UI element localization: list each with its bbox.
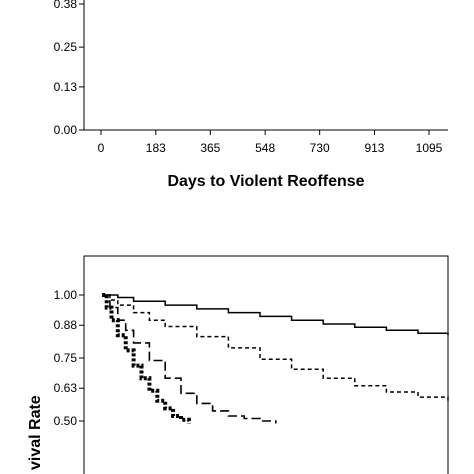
top-x-tick-label: 365 (200, 141, 220, 155)
bottom-y-tick-label: 0.88 (54, 318, 78, 332)
top-x-tick-label: 730 (310, 141, 330, 155)
top-x-tick-label: 1095 (416, 141, 443, 155)
top-x-tick-label: 0 (98, 141, 105, 155)
top-y-tick-label: 0.13 (54, 80, 78, 94)
top-x-tick-label: 913 (364, 141, 384, 155)
top-x-axis-title: Days to Violent Reoffense (167, 173, 364, 190)
bottom-plot-frame (83, 255, 449, 474)
bottom-y-axis-title: vival Rate (27, 395, 44, 470)
bottom-y-tick-label: 0.75 (54, 351, 78, 365)
bottom-y-tick-label: 1.00 (54, 288, 78, 302)
top-y-tick-label: 0.38 (54, 0, 78, 11)
top-y-tick-label: 0.00 (54, 123, 78, 137)
survival-line-solid (102, 294, 449, 336)
top-chart: 0.38 0.25 0.13 0.00 0 183 365 548 730 913 1095 Da… (54, 0, 448, 190)
bottom-y-tick-label: 0.63 (54, 381, 78, 395)
survival-line-short-dash (102, 294, 449, 401)
top-y-tick-label: 0.25 (54, 40, 78, 54)
survival-line-thick-dotted (102, 293, 191, 424)
survival-line-long-dash (102, 294, 277, 424)
top-x-tick-label: 183 (146, 141, 166, 155)
bottom-chart: 1.00 0.88 0.75 0.63 0.50 vival Rate (27, 255, 449, 474)
top-x-tick-label: 548 (255, 141, 275, 155)
bottom-y-tick-label: 0.50 (54, 414, 78, 428)
